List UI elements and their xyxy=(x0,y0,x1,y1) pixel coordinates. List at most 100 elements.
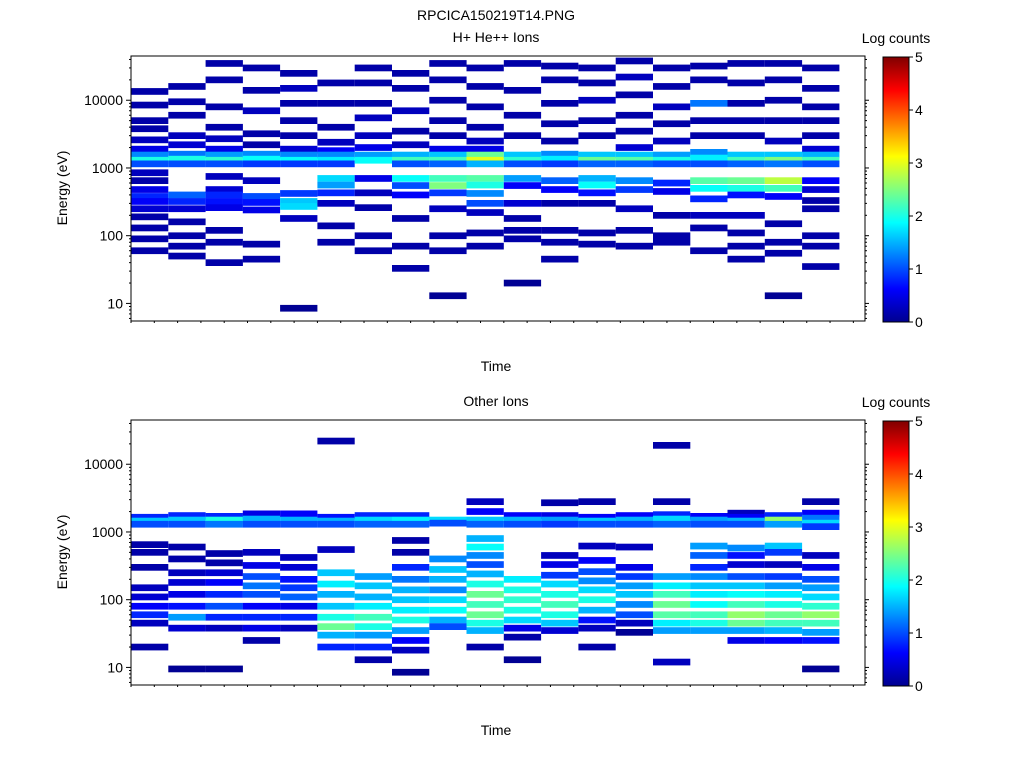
heatmap-cell xyxy=(503,182,542,189)
heatmap-cell xyxy=(466,229,504,237)
heatmap-cell xyxy=(541,580,579,588)
heatmap-cell xyxy=(242,206,281,214)
heatmap-cell xyxy=(578,117,616,124)
heatmap-cell xyxy=(429,586,467,594)
heatmap-cell xyxy=(653,442,691,449)
heatmap-cell xyxy=(653,83,691,90)
heatmap-cell xyxy=(503,151,542,159)
panel-2: Other Ions 14:0014:1014:2014:3014:4014:5… xyxy=(54,393,930,738)
heatmap-cell xyxy=(541,516,579,524)
heatmap-cell xyxy=(280,156,318,164)
panel-1-axes: 14:0014:1014:2014:3014:4014:5015:0010100… xyxy=(84,58,869,323)
heatmap-cell xyxy=(392,637,430,644)
heatmap-cell xyxy=(205,516,243,524)
heatmap-cell xyxy=(242,177,281,184)
heatmap-cell xyxy=(802,514,840,522)
heatmap-cell xyxy=(354,79,392,87)
heatmap-cell xyxy=(690,224,728,232)
heatmap-cell xyxy=(690,520,728,528)
heatmap-cell xyxy=(131,125,169,133)
heatmap-cell xyxy=(168,83,206,90)
heatmap-cell xyxy=(802,205,840,213)
heatmap-cell xyxy=(653,238,691,246)
heatmap-cell xyxy=(727,117,765,124)
heatmap-cell xyxy=(802,498,840,505)
heatmap-cell xyxy=(690,195,728,203)
heatmap-cell xyxy=(578,498,616,505)
heatmap-cell xyxy=(503,576,542,583)
heatmap-cell xyxy=(392,646,430,654)
heatmap-cell xyxy=(317,602,355,610)
heatmap-cell xyxy=(653,591,691,598)
heatmap-cell xyxy=(466,535,504,542)
heatmap-cell xyxy=(727,573,765,580)
heatmap-cell xyxy=(727,619,765,627)
colorbar-tick-label: 3 xyxy=(915,519,923,535)
y-tick-label: 10 xyxy=(107,295,123,311)
heatmap-cell xyxy=(131,160,169,168)
heatmap-cell xyxy=(354,144,392,151)
heatmap-cell xyxy=(466,619,504,627)
heatmap-cell xyxy=(615,186,653,193)
heatmap-cell xyxy=(205,198,243,205)
heatmap-cell xyxy=(205,613,243,621)
heatmap-cell xyxy=(317,156,355,164)
panel-1-y-label: Energy (eV) xyxy=(54,151,70,226)
heatmap-cell xyxy=(727,160,765,168)
heatmap-cell xyxy=(242,87,281,94)
heatmap-cell xyxy=(131,564,169,571)
heatmap-cell xyxy=(205,76,243,84)
heatmap-cell xyxy=(503,516,542,524)
heatmap-cell xyxy=(205,550,243,557)
heatmap-cell xyxy=(317,189,355,197)
heatmap-cell xyxy=(541,571,579,579)
heatmap-cell xyxy=(727,561,765,568)
heatmap-cell xyxy=(802,552,840,559)
heatmap-cell xyxy=(354,232,392,240)
heatmap-cell xyxy=(205,135,243,143)
heatmap-cell xyxy=(466,601,504,608)
heatmap-cell xyxy=(764,637,803,644)
heatmap-cell xyxy=(802,602,840,610)
heatmap-cell xyxy=(764,512,803,519)
heatmap-cell xyxy=(392,512,430,519)
heatmap-cell xyxy=(131,541,169,548)
heatmap-cell xyxy=(541,627,579,634)
heatmap-cell xyxy=(541,591,579,598)
heatmap-cell xyxy=(466,627,504,634)
heatmap-cell xyxy=(802,232,840,240)
heatmap-cell xyxy=(615,151,653,159)
heatmap-cell xyxy=(802,197,840,204)
heatmap-cell xyxy=(578,151,616,159)
panel-2-x-label: Time xyxy=(481,722,512,738)
colorbar-tick-label: 2 xyxy=(915,208,923,224)
heatmap-cell xyxy=(653,619,691,627)
heatmap-cell xyxy=(392,85,430,92)
heatmap-cell xyxy=(168,141,206,149)
heatmap-cell xyxy=(466,175,504,182)
heatmap-cell xyxy=(578,586,616,594)
panel-2-colorbar-ticks: 0 1 2 3 4 5 xyxy=(909,413,923,694)
heatmap-cell xyxy=(205,520,243,528)
heatmap-cell xyxy=(690,154,728,162)
heatmap-cell xyxy=(429,247,467,255)
heatmap-cell xyxy=(503,156,542,164)
heatmap-cell xyxy=(466,83,504,90)
heatmap-cell xyxy=(242,193,281,200)
heatmap-cell xyxy=(466,151,504,159)
y-tick-label: 10 xyxy=(107,659,123,675)
heatmap-cell xyxy=(354,204,392,211)
heatmap-cell xyxy=(242,107,281,115)
heatmap-cell xyxy=(317,520,355,528)
heatmap-cell xyxy=(466,611,504,619)
heatmap-cell xyxy=(466,591,504,598)
heatmap-cell xyxy=(802,160,840,168)
heatmap-cell xyxy=(466,561,504,568)
heatmap-cell xyxy=(429,616,467,624)
heatmap-cell xyxy=(764,160,803,168)
heatmap-cell xyxy=(615,619,653,627)
heatmap-cell xyxy=(131,213,169,221)
heatmap-cell xyxy=(392,265,430,272)
heatmap-cell xyxy=(168,191,206,199)
heatmap-cell xyxy=(802,186,840,193)
